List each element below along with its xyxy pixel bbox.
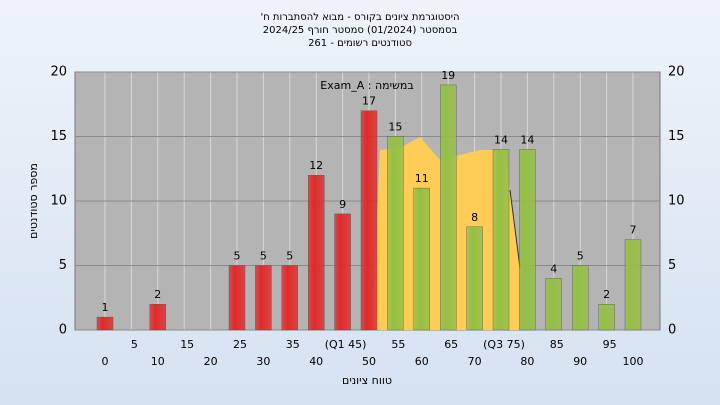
value-label: 5 bbox=[286, 250, 293, 263]
marker-line bbox=[509, 189, 521, 269]
value-label: 14 bbox=[494, 133, 508, 146]
x-tick-label: 65 bbox=[444, 338, 458, 351]
bar bbox=[413, 187, 430, 331]
bar bbox=[96, 316, 114, 331]
title-line: בסמסטר (01/2024) סמסטר חורף 2024/25 bbox=[263, 25, 458, 36]
y2-tick-label: 15 bbox=[668, 129, 685, 144]
y-tick-label: 15 bbox=[50, 129, 67, 144]
value-label: 17 bbox=[362, 95, 376, 108]
bar bbox=[572, 265, 589, 331]
bar bbox=[545, 278, 562, 331]
y2-tick-label: 10 bbox=[668, 194, 685, 209]
x-tick-label: 35 bbox=[286, 338, 300, 351]
value-label: 2 bbox=[603, 288, 610, 301]
x-tick-label: 50 bbox=[362, 355, 376, 368]
value-label: 5 bbox=[234, 250, 241, 263]
bar bbox=[308, 174, 325, 331]
x-tick-label: 85 bbox=[550, 338, 564, 351]
x-tick-label: 30 bbox=[256, 355, 270, 368]
x-tick-label: 40 bbox=[309, 355, 323, 368]
y-tick-label: 10 bbox=[50, 194, 67, 209]
bar bbox=[334, 213, 351, 331]
x-tick-label: 60 bbox=[415, 355, 429, 368]
bar bbox=[492, 149, 510, 331]
bar bbox=[387, 136, 404, 331]
value-label: 11 bbox=[415, 172, 429, 185]
value-label: 19 bbox=[441, 69, 455, 82]
x-tick-label: 15 bbox=[180, 338, 194, 351]
title-line: סטודנטים רשומים - 261 bbox=[308, 38, 412, 49]
bar bbox=[360, 110, 378, 331]
bar bbox=[149, 304, 167, 331]
x-tick-label: (Q1 45) bbox=[325, 338, 367, 351]
value-label: 5 bbox=[577, 250, 584, 263]
y2-tick-label: 5 bbox=[668, 258, 676, 273]
x-axis-label: טווח ציונים bbox=[342, 374, 392, 387]
x-tick-label: 95 bbox=[603, 338, 617, 351]
x-tick-label: 10 bbox=[151, 355, 165, 368]
y-axis-label: מספר סטודנטים bbox=[27, 163, 40, 239]
value-label: 12 bbox=[309, 159, 323, 172]
bar bbox=[281, 265, 298, 331]
bar bbox=[440, 84, 457, 331]
title-line: היסטוגרמת ציונים בקורס - מבוא להסתברות ח… bbox=[260, 12, 459, 23]
x-tick-label: 70 bbox=[468, 355, 482, 368]
value-label: 9 bbox=[339, 198, 346, 211]
x-tick-label: (Q3 75) bbox=[483, 338, 525, 351]
x-tick-label: 20 bbox=[204, 355, 218, 368]
bar bbox=[228, 265, 246, 331]
bar bbox=[519, 149, 536, 331]
value-label: 14 bbox=[520, 133, 534, 146]
x-tick-label: 25 bbox=[233, 338, 247, 351]
x-tick-label: 80 bbox=[520, 355, 534, 368]
x-tick-label: 55 bbox=[391, 338, 405, 351]
value-label: 7 bbox=[630, 224, 637, 237]
value-label: 15 bbox=[388, 121, 402, 134]
value-label: 8 bbox=[471, 211, 478, 224]
annotation: במשימה : Exam_A bbox=[320, 79, 413, 92]
bar bbox=[624, 239, 642, 331]
y-tick-label: 0 bbox=[59, 323, 67, 338]
y2-tick-label: 0 bbox=[668, 323, 676, 338]
value-label: 1 bbox=[102, 301, 109, 314]
x-tick-label: 5 bbox=[131, 338, 138, 351]
x-tick-label: 90 bbox=[573, 355, 587, 368]
bar bbox=[255, 265, 272, 331]
x-tick-label: 0 bbox=[102, 355, 109, 368]
y-tick-label: 20 bbox=[50, 65, 67, 80]
y-tick-label: 5 bbox=[59, 258, 67, 273]
y2-tick-label: 20 bbox=[668, 65, 685, 80]
value-label: 2 bbox=[154, 288, 161, 301]
bar bbox=[466, 226, 483, 331]
value-label: 5 bbox=[260, 250, 267, 263]
value-label: 4 bbox=[550, 262, 557, 275]
x-tick-label: 100 bbox=[623, 355, 644, 368]
bar bbox=[598, 304, 615, 331]
